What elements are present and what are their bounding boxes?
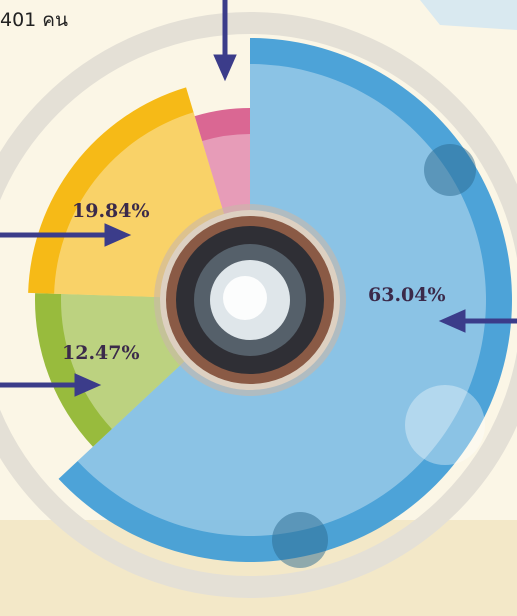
subtitle: 401 คน — [0, 9, 68, 31]
pie — [28, 38, 512, 562]
decor-dot — [272, 512, 328, 568]
pie-slice — [194, 108, 250, 214]
arrow-head — [74, 373, 102, 397]
slice-glow — [202, 134, 250, 214]
slice-glow — [77, 64, 486, 536]
decor-dot — [424, 144, 476, 196]
arrow-head — [104, 223, 132, 247]
decor-bubble — [405, 385, 485, 465]
slice-glow — [61, 293, 185, 430]
value-label: 19.84% — [72, 200, 150, 222]
outer-ring — [0, 12, 517, 598]
brush-stroke — [420, 0, 517, 30]
value-label: 63.04% — [368, 284, 446, 306]
pie-slice — [58, 38, 512, 562]
value-label: 12.47% — [62, 342, 140, 364]
slice-glow — [54, 112, 225, 298]
pie-slice — [35, 293, 185, 447]
arrow-head — [438, 309, 466, 333]
arrows — [0, 0, 517, 397]
lens-highlight — [223, 276, 267, 320]
lens — [154, 204, 346, 396]
arrow-head — [213, 54, 237, 82]
